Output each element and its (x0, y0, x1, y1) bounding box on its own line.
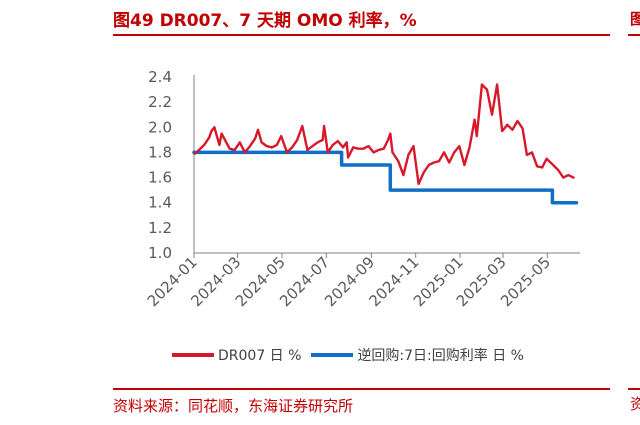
chart-legend: DR007 日 % 逆回购:7日:回购利率 日 % (172, 345, 534, 365)
legend-label-dr007: DR007 日 % (218, 348, 302, 364)
series-line-dr007 (193, 83, 575, 186)
legend-label-omo: 逆回购:7日:回购利率 日 % (357, 348, 524, 364)
y-tick-label: 1.0 (148, 244, 172, 262)
adjacent-title-glyph: 图 (630, 10, 640, 28)
legend-swatch-omo (311, 353, 354, 357)
y-tick-label: 1.6 (148, 169, 172, 187)
legend-item-dr007: DR007 日 % (172, 345, 301, 365)
y-tick-label: 1.4 (148, 194, 172, 212)
series-line-omo (192, 150, 579, 205)
figure-title: 图49 DR007、7 天期 OMO 利率，% (113, 11, 417, 31)
y-tick-label: 1.2 (148, 219, 172, 237)
title-rule (113, 34, 610, 36)
legend-swatch-dr007 (172, 353, 214, 357)
y-tick-label: 2.4 (148, 68, 172, 86)
adjacent-source-rule (628, 388, 640, 390)
adjacent-title-rule (628, 34, 640, 36)
y-tick-label: 1.8 (148, 143, 172, 161)
y-tick-label: 2.0 (148, 118, 172, 136)
adjacent-source-glyph: 资 (630, 395, 640, 413)
legend-item-omo: 逆回购:7日:回购利率 日 % (311, 345, 524, 365)
x-tick-label: 2025-05 (497, 253, 554, 310)
source-rule (113, 388, 610, 390)
y-tick-label: 2.2 (148, 93, 172, 111)
source-note: 资料来源：同花顺，东海证券研究所 (113, 397, 354, 415)
